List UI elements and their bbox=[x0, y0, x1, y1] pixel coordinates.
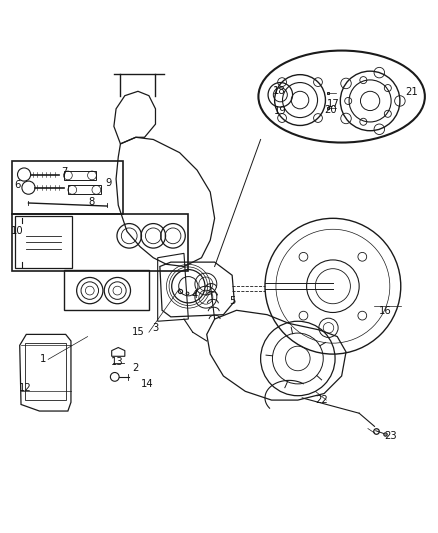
Text: 19: 19 bbox=[274, 106, 287, 116]
Text: 14: 14 bbox=[141, 379, 153, 389]
Text: 10: 10 bbox=[11, 227, 24, 237]
Text: 8: 8 bbox=[89, 197, 95, 207]
Text: 18: 18 bbox=[273, 86, 286, 96]
Bar bbox=[12, 161, 123, 214]
Text: 1: 1 bbox=[40, 354, 46, 365]
Bar bbox=[25, 343, 66, 400]
Text: 6: 6 bbox=[14, 181, 21, 190]
Text: 7: 7 bbox=[62, 167, 68, 177]
Text: 4: 4 bbox=[192, 290, 198, 300]
Text: 22: 22 bbox=[315, 395, 328, 405]
Bar bbox=[64, 270, 149, 310]
Text: 13: 13 bbox=[111, 357, 124, 367]
Text: 20: 20 bbox=[325, 104, 337, 115]
Text: 5: 5 bbox=[229, 296, 235, 305]
Text: 12: 12 bbox=[19, 383, 32, 393]
Text: 9: 9 bbox=[105, 178, 111, 188]
Text: 21: 21 bbox=[405, 87, 418, 97]
Text: 3: 3 bbox=[152, 323, 159, 333]
Bar bbox=[64, 171, 96, 180]
Text: 2: 2 bbox=[133, 363, 139, 373]
Bar bbox=[12, 214, 188, 271]
Text: 23: 23 bbox=[385, 431, 397, 441]
Text: 15: 15 bbox=[131, 327, 145, 337]
Bar bbox=[68, 185, 101, 194]
Text: 16: 16 bbox=[379, 306, 392, 316]
Text: 17: 17 bbox=[326, 100, 339, 109]
